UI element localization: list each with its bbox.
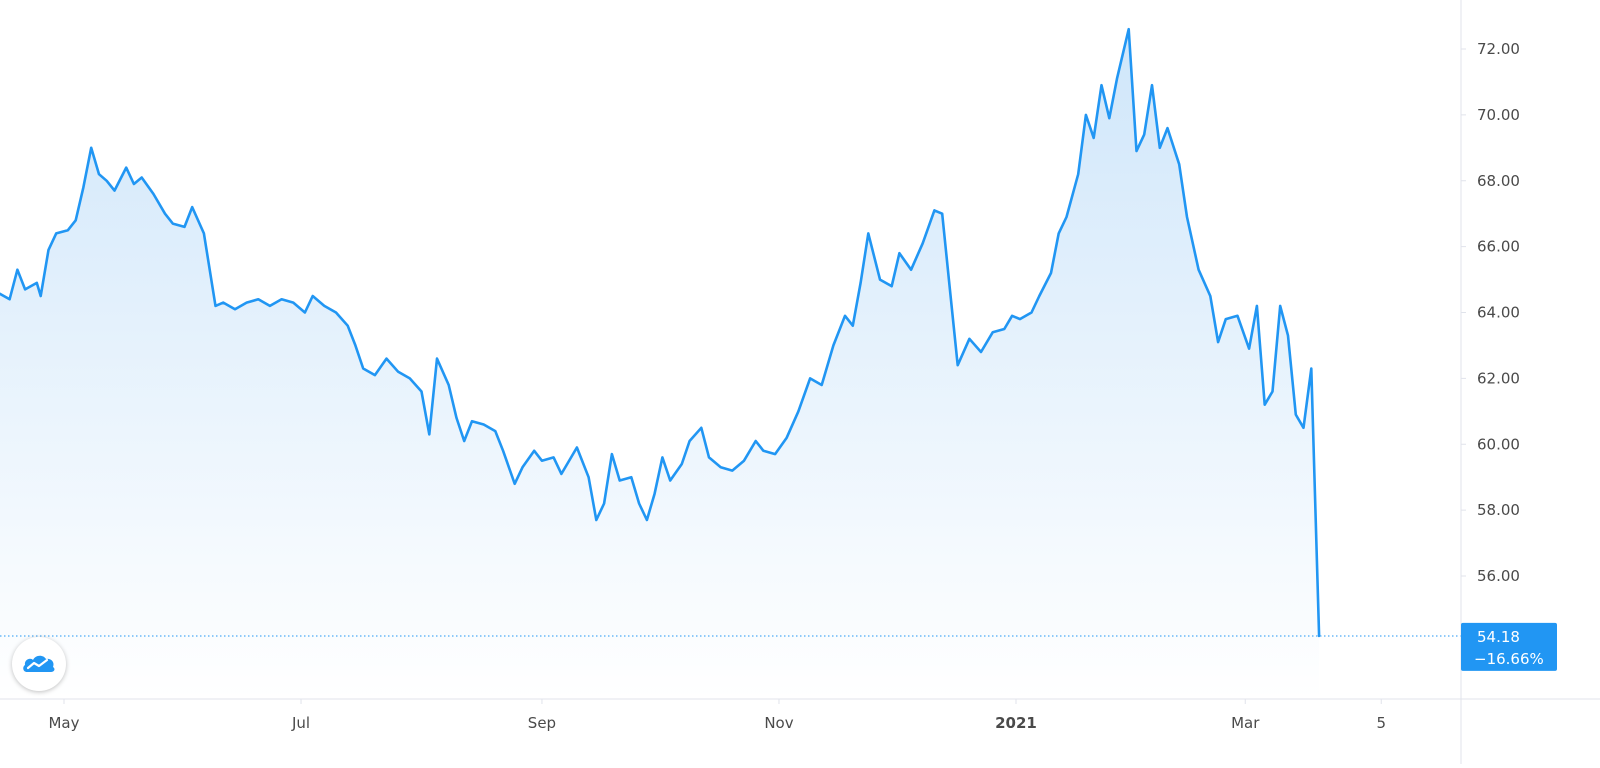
area-fill-layer <box>0 29 1320 699</box>
y-tick-label: 64.00 <box>1477 304 1520 322</box>
y-tick-label: 58.00 <box>1477 501 1520 519</box>
current-price-value: 54.18 <box>1477 628 1520 646</box>
y-tick-label: 66.00 <box>1477 238 1520 256</box>
current-price-label: 54.18 −16.66% <box>1461 622 1557 671</box>
y-tick-label: 68.00 <box>1477 172 1520 190</box>
x-tick-label: May <box>48 714 79 732</box>
y-tick-label: 60.00 <box>1477 435 1520 453</box>
x-tick-label: Mar <box>1231 714 1260 732</box>
y-tick-label: 56.00 <box>1477 567 1520 585</box>
area-fill <box>0 29 1320 699</box>
y-tick-label: 70.00 <box>1477 106 1520 124</box>
x-axis-labels: May Jul Sep Nov 2021 Mar 5 <box>48 699 1386 732</box>
tradingview-logo-button[interactable] <box>12 637 66 691</box>
y-tick-label: 72.00 <box>1477 40 1520 58</box>
series-line <box>0 27 1321 638</box>
x-tick-label: 5 <box>1376 714 1386 732</box>
tradingview-cloud-icon <box>23 655 55 672</box>
y-tick-label: 62.00 <box>1477 369 1520 387</box>
x-tick-label: Sep <box>528 714 556 732</box>
series-line-layer <box>0 27 1321 638</box>
x-tick-label: Nov <box>764 714 793 732</box>
x-tick-label: Jul <box>291 714 310 732</box>
y-axis-labels: 72.00 70.00 68.00 66.00 64.00 62.00 60.00 58.00… <box>1461 40 1520 585</box>
x-tick-label: 2021 <box>995 714 1037 732</box>
current-price-change: −16.66% <box>1474 650 1544 668</box>
current-price-box <box>1461 622 1557 671</box>
